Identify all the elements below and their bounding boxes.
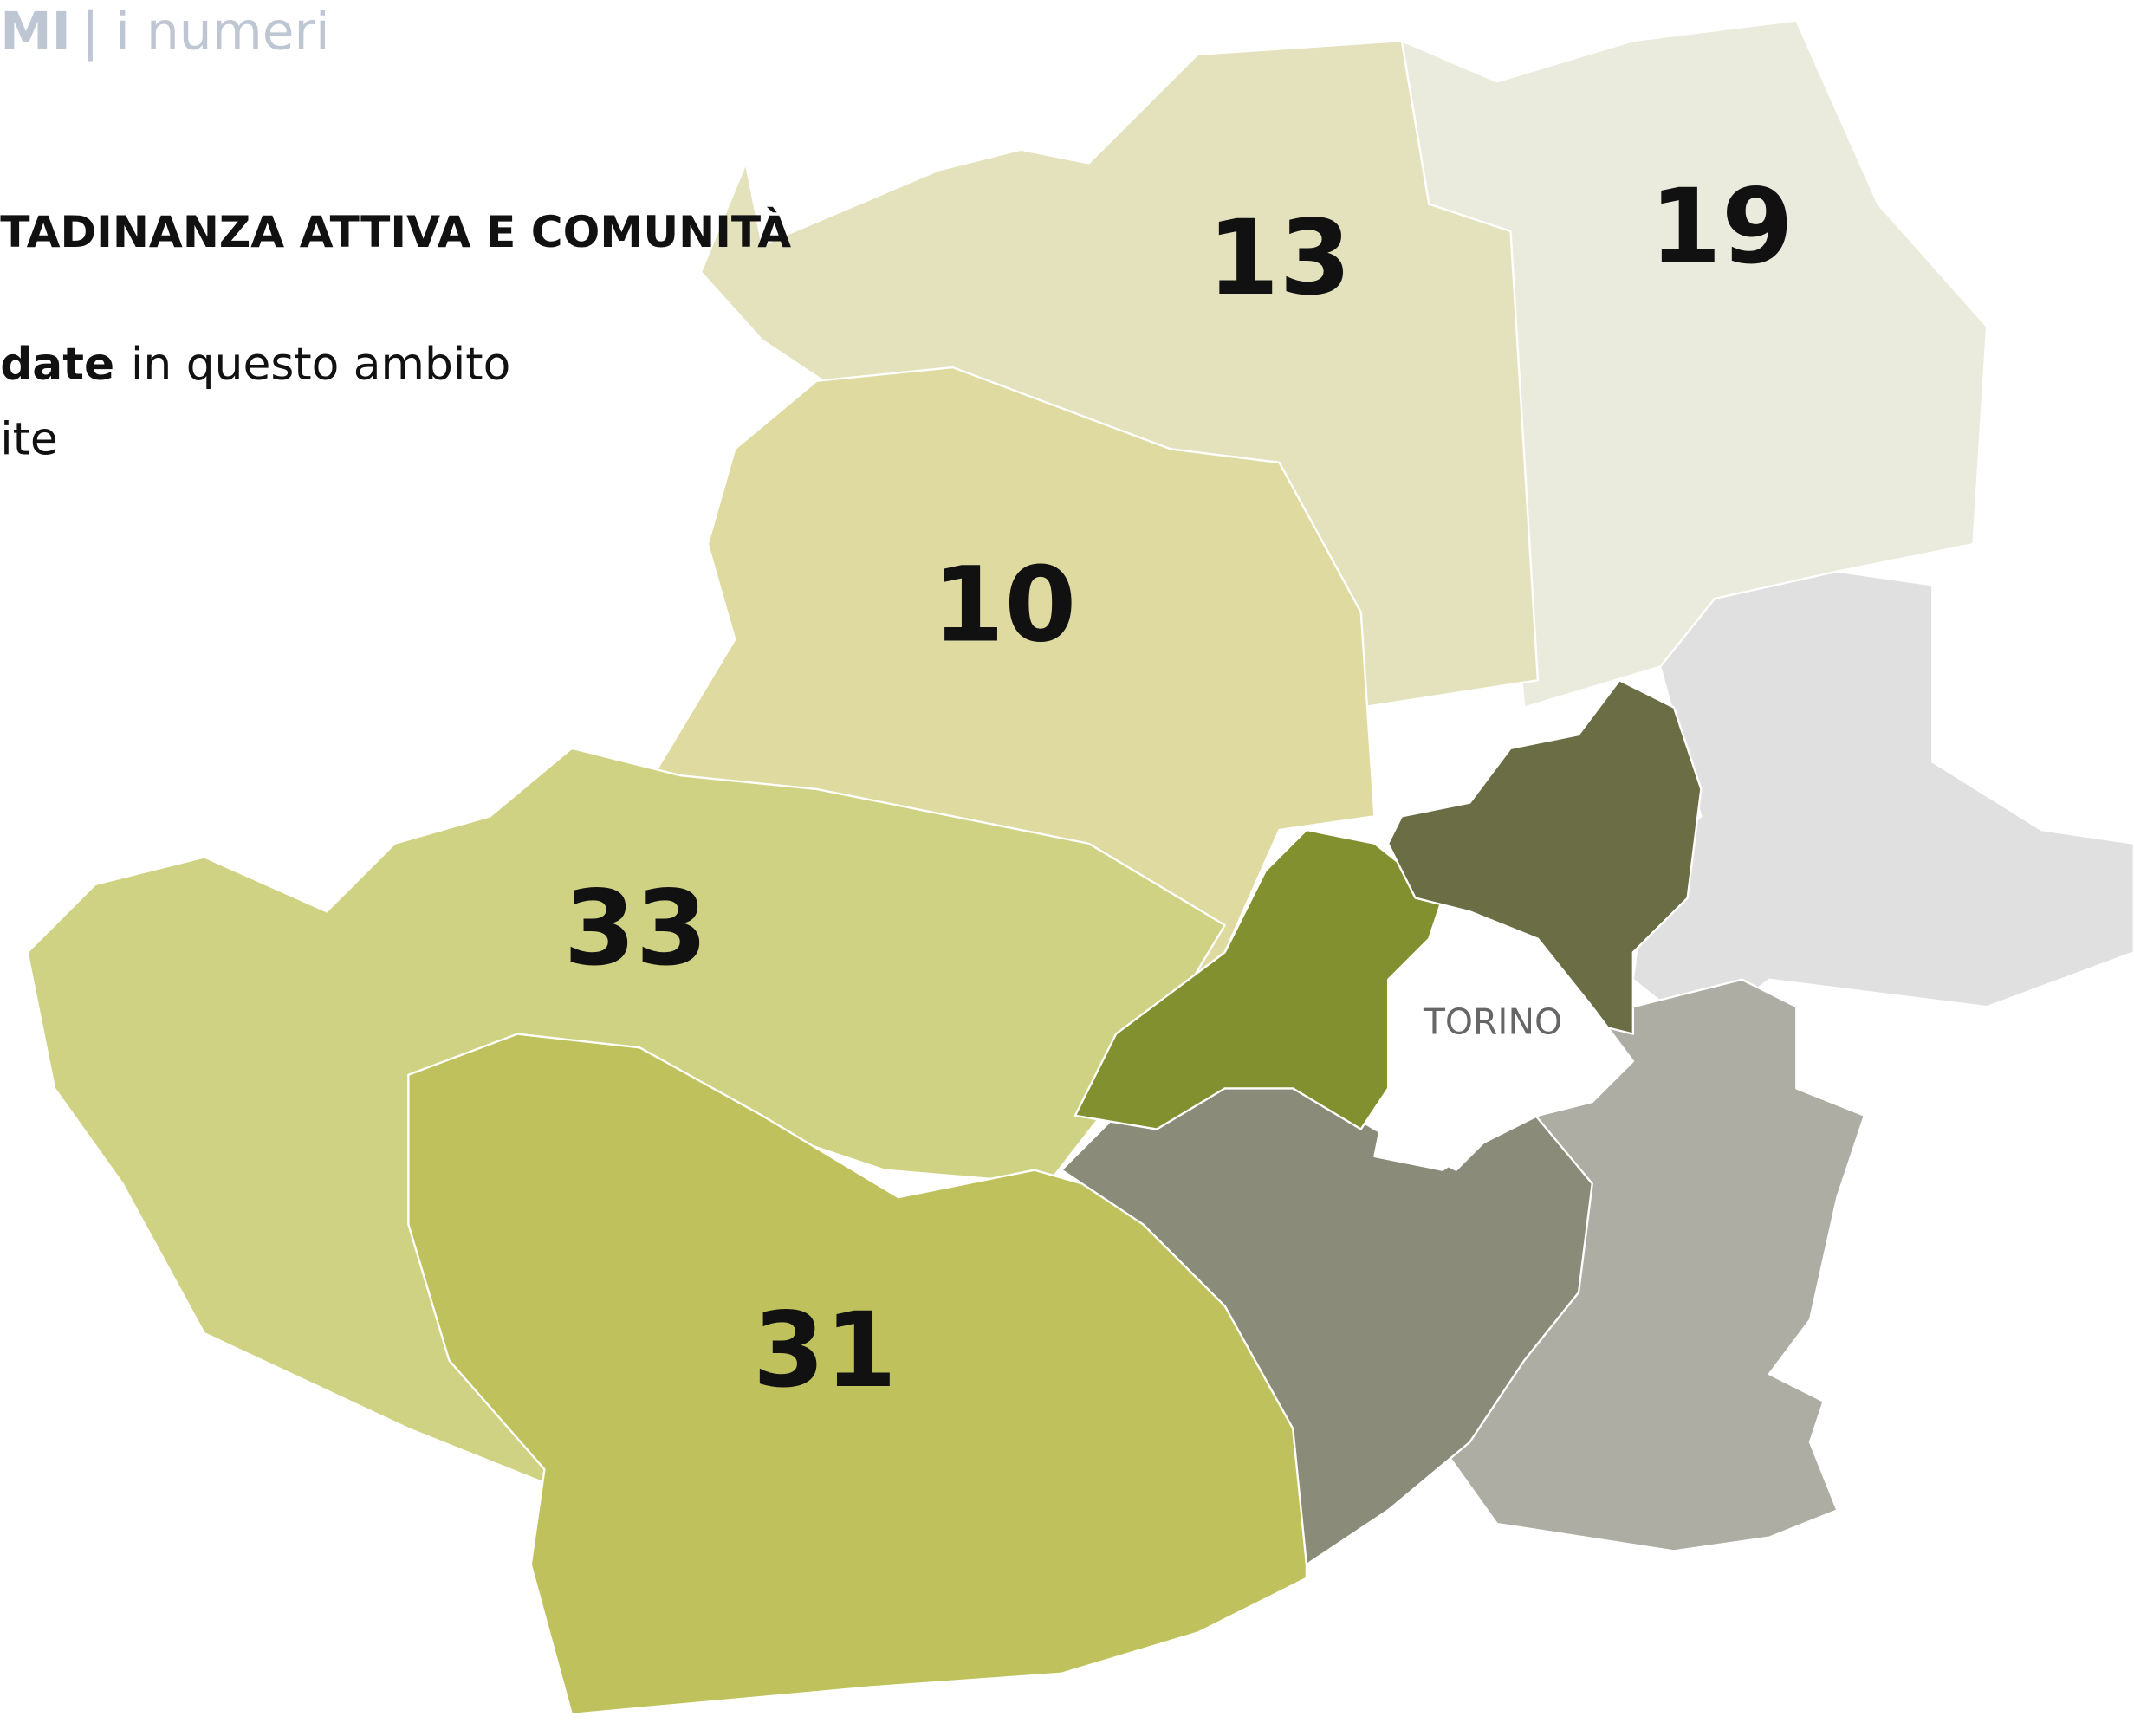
zone-count: 31: [753, 1291, 897, 1411]
description-bold: date: [0, 339, 114, 391]
description: date in questo ambito: [0, 339, 510, 391]
header-section: | i numeri: [81, 2, 329, 62]
header-brand: MI: [0, 2, 71, 62]
zone-count: 33: [564, 869, 708, 989]
title: TADINANZA ATTIVA E COMUNITÀ: [0, 206, 791, 257]
map-page: TORINO 13 19 10 33 31 MI| i numeri TADIN…: [0, 0, 2134, 1736]
header: MI| i numeri: [0, 2, 329, 62]
zone-count: 13: [1207, 198, 1351, 319]
map: TORINO 13 19 10 33 31: [28, 21, 2134, 1714]
east-area: [1633, 572, 2134, 1034]
page: TORINO 13 19 10 33 31 MI| i numeri TADIN…: [0, 0, 2134, 1736]
zone-count: 10: [932, 545, 1076, 665]
zone-count: 19: [1650, 167, 1793, 288]
description-rest: in questo ambito: [131, 339, 510, 391]
description-line: ite: [0, 413, 58, 465]
city-label: TORINO: [1423, 1001, 1562, 1043]
